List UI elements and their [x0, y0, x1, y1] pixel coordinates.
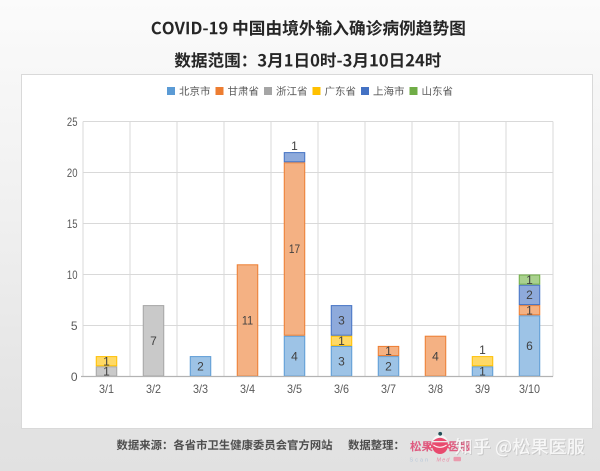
svg-text:3/4: 3/4	[240, 382, 255, 396]
svg-text:1: 1	[526, 273, 533, 287]
svg-text:3/5: 3/5	[287, 382, 302, 396]
svg-text:3/3: 3/3	[193, 382, 208, 396]
svg-text:3: 3	[338, 314, 345, 328]
svg-text:3/8: 3/8	[428, 382, 443, 396]
svg-text:3/6: 3/6	[334, 382, 349, 396]
svg-text:1: 1	[385, 344, 392, 358]
svg-text:0: 0	[71, 370, 78, 384]
svg-text:1: 1	[479, 343, 486, 357]
svg-text:3/9: 3/9	[475, 382, 490, 396]
svg-text:1: 1	[526, 303, 533, 317]
svg-text:3/1: 3/1	[99, 382, 114, 396]
svg-text:17: 17	[289, 242, 300, 256]
svg-text:Scan: Scan	[410, 457, 431, 463]
svg-text:11: 11	[242, 314, 253, 328]
svg-text:3/2: 3/2	[146, 382, 161, 396]
svg-text:4: 4	[432, 349, 439, 363]
svg-text:1: 1	[291, 139, 298, 153]
svg-text:3/10: 3/10	[519, 382, 540, 396]
svg-text:1: 1	[338, 334, 345, 348]
svg-text:7: 7	[150, 334, 157, 348]
svg-text:1: 1	[479, 365, 486, 379]
svg-text:15: 15	[67, 217, 78, 231]
svg-text:20: 20	[67, 166, 78, 180]
svg-text:6: 6	[526, 339, 533, 353]
svg-text:10: 10	[67, 268, 78, 282]
svg-text:3/7: 3/7	[381, 382, 396, 396]
svg-text:2: 2	[197, 360, 204, 374]
svg-text:25: 25	[67, 115, 78, 129]
svg-text:3: 3	[338, 354, 345, 368]
svg-text:2: 2	[385, 360, 392, 374]
svg-text:1: 1	[103, 365, 110, 379]
svg-text:2: 2	[526, 288, 533, 302]
svg-text:1: 1	[103, 354, 110, 368]
svg-text:Med: Med	[437, 457, 451, 463]
svg-text:4: 4	[291, 349, 298, 363]
svg-text:5: 5	[71, 319, 78, 333]
